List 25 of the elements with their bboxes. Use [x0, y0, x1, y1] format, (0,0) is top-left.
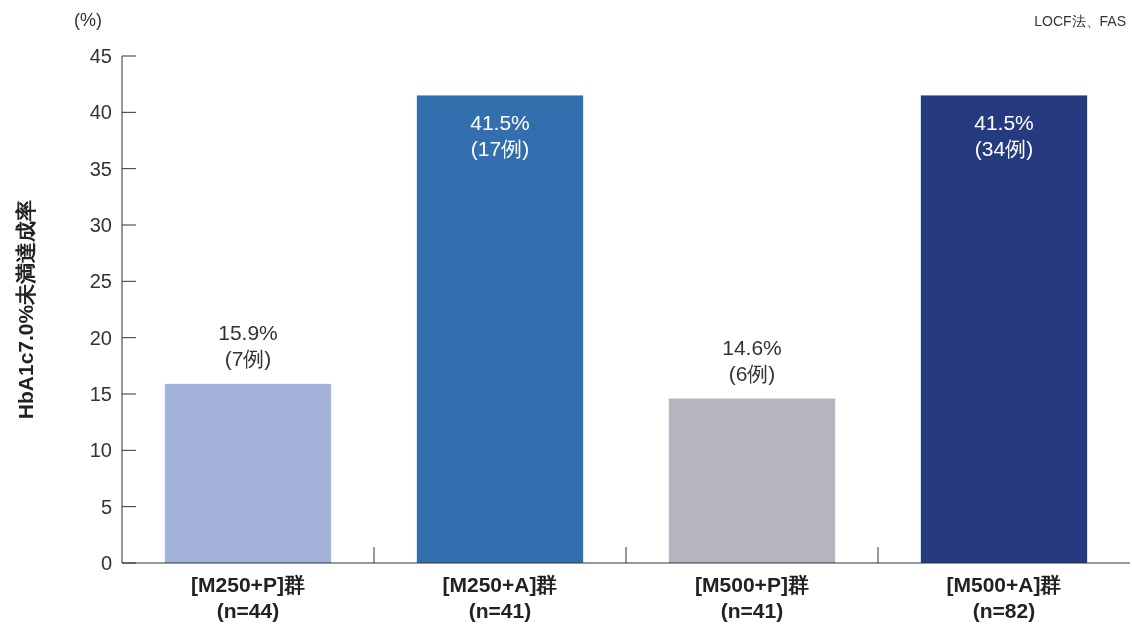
- y-tick-label: 30: [89, 214, 112, 236]
- y-tick-label: 45: [89, 45, 112, 67]
- x-tick-label: [M250+A]群 (n=41): [442, 573, 558, 622]
- y-tick-label: 35: [89, 157, 112, 180]
- data-label: 15.9% (7例): [218, 320, 278, 370]
- x-tick-label: [M250+P]群 (n=44): [191, 573, 305, 622]
- y-tick-label: 25: [89, 270, 112, 293]
- bar: [416, 95, 584, 563]
- bar: [920, 95, 1088, 563]
- x-tick-label: [M500+P]群 (n=41): [695, 573, 809, 622]
- data-label: 41.5% (17例): [470, 111, 530, 161]
- text: LOCF法、FAS: [1034, 13, 1126, 29]
- data-label: 14.6% (6例): [722, 335, 782, 385]
- y-tick-label: 0: [100, 552, 112, 574]
- bar: [668, 398, 836, 563]
- y-tick-label: 10: [89, 439, 112, 462]
- y-tick-label: 40: [89, 101, 112, 124]
- text: (%): [74, 10, 102, 30]
- x-tick-label: [M500+A]群 (n=82): [946, 573, 1062, 622]
- data-label: 41.5% (34例): [974, 111, 1034, 161]
- bar: [164, 383, 332, 563]
- y-tick-label: 20: [89, 326, 112, 349]
- y-tick-label: 5: [100, 495, 112, 518]
- y-tick-label: 15: [89, 383, 112, 405]
- y-axis-title: HbA1c7.0%未満達成率: [14, 199, 37, 420]
